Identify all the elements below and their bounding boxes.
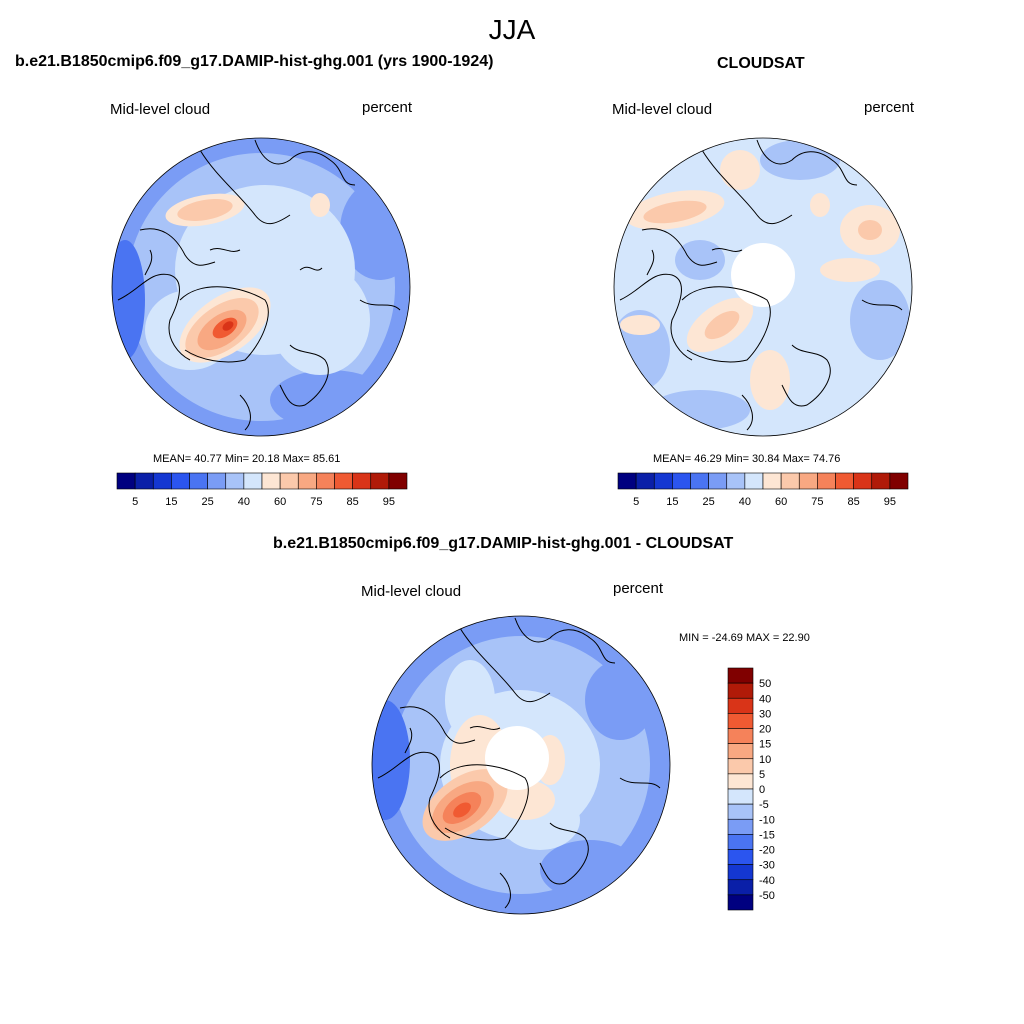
colorbar-swatch — [871, 472, 891, 490]
colorbar-tick-label: -15 — [759, 829, 775, 841]
colorbar-tick-label: 5 — [633, 496, 639, 508]
colorbar-tick-label: -40 — [759, 875, 775, 887]
colorbar-swatch — [798, 472, 818, 490]
colorbar-swatch — [835, 472, 854, 490]
colorbar-tick-label: 50 — [759, 678, 771, 690]
colorbar-tick-label: -30 — [759, 860, 775, 872]
colorbar-swatch — [727, 879, 754, 896]
colorbar-swatch — [171, 472, 190, 490]
colorbar-tick-label: 20 — [759, 724, 771, 736]
colorbar-swatch — [316, 472, 335, 490]
colorbar-swatch — [853, 472, 873, 490]
colorbar-swatch — [727, 894, 754, 911]
colorbar-tick-label: 15 — [759, 739, 771, 751]
colorbar-swatch — [635, 472, 655, 490]
colorbar-tick-label: -50 — [759, 890, 775, 902]
colorbar-swatch — [152, 472, 172, 490]
panel2-units-label: percent — [864, 99, 915, 116]
panel3-units-label: percent — [613, 580, 664, 597]
colorbar-swatch — [297, 472, 317, 490]
panel3-title: b.e21.B1850cmip6.f09_g17.DAMIP-hist-ghg.… — [273, 535, 734, 552]
map-model — [111, 137, 411, 437]
colorbar-tick-label: 75 — [310, 496, 322, 508]
colorbar-swatch — [889, 472, 909, 490]
colorbar-swatch — [334, 472, 353, 490]
panel1-title: b.e21.B1850cmip6.f09_g17.DAMIP-hist-ghg.… — [15, 53, 494, 70]
colorbar-swatch — [189, 472, 208, 490]
colorbar-swatch — [727, 818, 754, 835]
map-cloudsat — [613, 137, 913, 437]
colorbar-swatch — [727, 697, 754, 714]
colorbar-swatch — [672, 472, 691, 490]
colorbar-swatch — [762, 472, 782, 490]
colorbar-swatch — [817, 472, 836, 490]
colorbar-tick-label: 5 — [132, 496, 138, 508]
colorbar-swatch — [708, 472, 728, 490]
panel1-variable-label: Mid-level cloud — [110, 101, 211, 118]
colorbar-swatch — [243, 472, 263, 490]
colorbar-tick-label: -10 — [759, 814, 775, 826]
colorbar-swatch — [727, 713, 754, 729]
colorbar-tick-label: 5 — [759, 769, 765, 781]
colorbar-swatch — [727, 834, 754, 850]
colorbar-swatch — [225, 472, 245, 490]
colorbar-swatch — [207, 472, 227, 490]
map-difference — [371, 615, 671, 915]
colorbar-tick-label: 40 — [238, 496, 250, 508]
colorbar-swatch — [388, 472, 408, 490]
colorbar-tick-label: 15 — [666, 496, 678, 508]
colorbar-tick-label: 40 — [739, 496, 751, 508]
panel2-stats: MEAN= 46.29 Min= 30.84 Max= 74.76 — [653, 453, 841, 465]
colorbar-swatch — [134, 472, 154, 490]
colorbar-swatch — [727, 743, 754, 760]
colorbar-tick-label: 85 — [347, 496, 359, 508]
panel2-title: CLOUDSAT — [717, 55, 805, 72]
colorbar-swatch — [727, 667, 754, 684]
panel2-variable-label: Mid-level cloud — [612, 101, 713, 118]
colorbar-tick-label: 95 — [884, 496, 896, 508]
colorbar-tick-label: 25 — [703, 496, 715, 508]
colorbar-swatch — [279, 472, 299, 490]
colorbar-swatch — [727, 773, 754, 790]
colorbar-tick-label: 25 — [202, 496, 214, 508]
colorbar-swatch — [690, 472, 709, 490]
colorbar-swatch — [727, 849, 754, 865]
colorbar-tick-label: 30 — [759, 708, 771, 720]
colorbar-tick-label: 75 — [811, 496, 823, 508]
colorbar-swatch — [261, 472, 281, 490]
colorbar-tick-label: -20 — [759, 845, 775, 857]
colorbar-tick-label: 95 — [383, 496, 395, 508]
colorbar-swatch — [370, 472, 390, 490]
colorbar-model: 5 15 25 40 60 75 85 95 — [116, 472, 408, 508]
colorbar-swatch — [116, 472, 136, 490]
colorbar-tick-label: 10 — [759, 754, 771, 766]
colorbar-tick-label: 40 — [759, 693, 771, 705]
colorbar-swatch — [727, 803, 754, 820]
panel3-variable-label: Mid-level cloud — [361, 583, 462, 600]
colorbar-swatch — [727, 758, 754, 775]
panel1-units-label: percent — [362, 99, 413, 116]
colorbar-swatch — [727, 682, 754, 699]
colorbar-tick-label: 85 — [848, 496, 860, 508]
colorbar-tick-label: 60 — [274, 496, 286, 508]
figure-title: JJA — [488, 14, 536, 45]
colorbar-swatch — [727, 788, 754, 805]
colorbar-swatch — [653, 472, 673, 490]
colorbar-tick-label: 0 — [759, 784, 765, 796]
colorbar-swatch — [617, 472, 637, 490]
colorbar-tick-label: 15 — [165, 496, 177, 508]
colorbar-tick-label: -5 — [759, 799, 769, 811]
colorbar-swatch — [352, 472, 372, 490]
panel1-stats: MEAN= 40.77 Min= 20.18 Max= 85.61 — [153, 453, 341, 465]
colorbar-swatch — [744, 472, 764, 490]
colorbar-tick-label: 60 — [775, 496, 787, 508]
colorbar-swatch — [726, 472, 746, 490]
colorbar-swatch — [780, 472, 800, 490]
colorbar-swatch — [727, 864, 754, 881]
panel3-minmax: MIN = -24.69 MAX = 22.90 — [679, 632, 810, 644]
colorbar-cloudsat: 5 15 25 40 60 75 85 95 — [617, 472, 909, 508]
colorbar-swatch — [727, 728, 754, 744]
